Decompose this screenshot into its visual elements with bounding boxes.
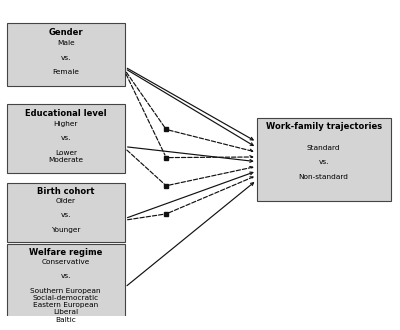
Text: Welfare regime: Welfare regime — [29, 248, 102, 257]
Text: Educational level: Educational level — [25, 109, 106, 118]
Text: Higher

vs.

Lower
Moderate: Higher vs. Lower Moderate — [48, 121, 83, 163]
Text: Male

vs.

Female: Male vs. Female — [52, 40, 79, 75]
FancyBboxPatch shape — [7, 182, 125, 242]
FancyBboxPatch shape — [7, 23, 125, 86]
Text: Conservative

vs.

Southern European
Social-democratic
Eastern European
Liberal
: Conservative vs. Southern European Socia… — [30, 258, 101, 322]
Text: Work-family trajectories: Work-family trajectories — [266, 122, 382, 131]
Text: Standard

vs.

Non-standard: Standard vs. Non-standard — [299, 145, 349, 180]
Text: Birth cohort: Birth cohort — [37, 187, 94, 196]
FancyBboxPatch shape — [7, 244, 125, 330]
Text: Gender: Gender — [48, 28, 83, 37]
FancyBboxPatch shape — [257, 118, 391, 201]
FancyBboxPatch shape — [7, 104, 125, 173]
Text: Older

vs.

Younger: Older vs. Younger — [51, 198, 80, 233]
